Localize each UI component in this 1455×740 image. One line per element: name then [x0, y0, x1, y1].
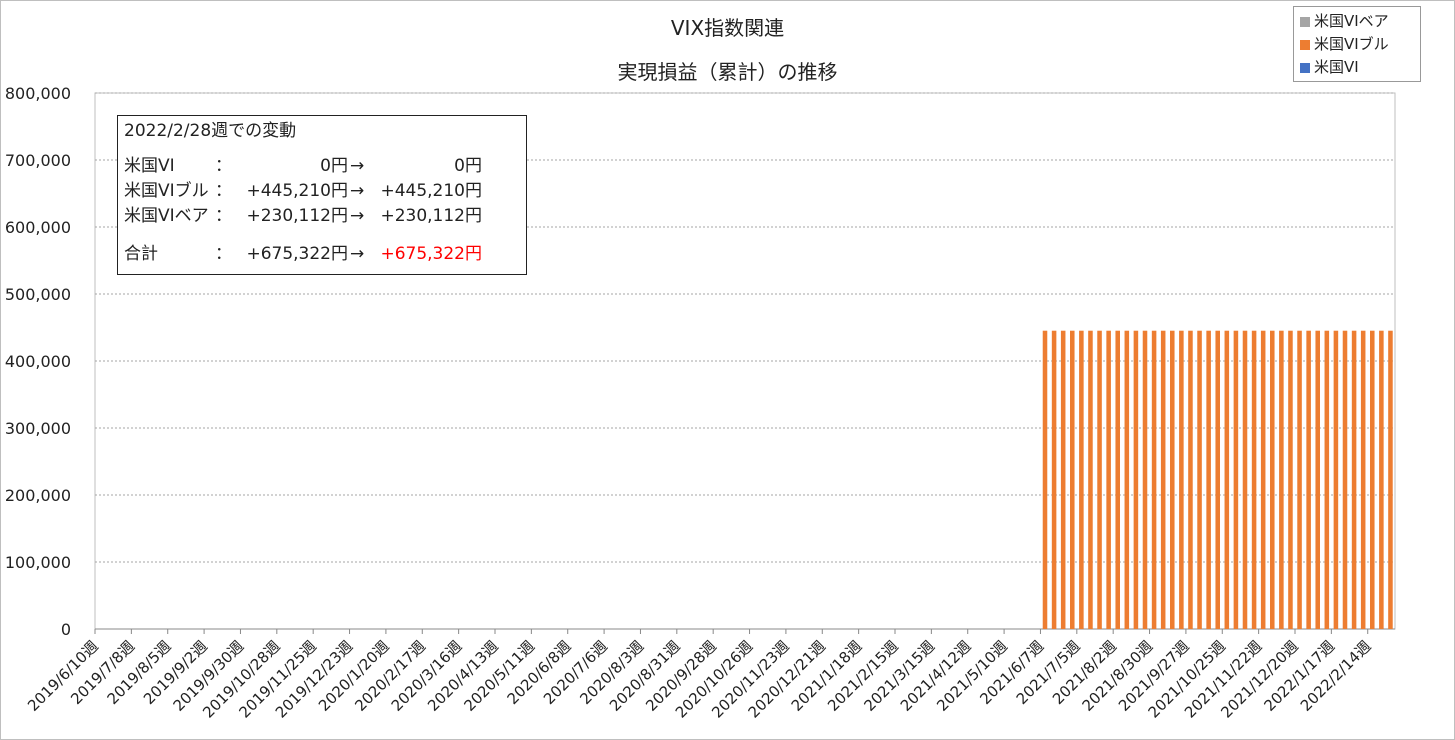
- change-row-colon: ：: [215, 206, 232, 226]
- change-row-arrow: →: [350, 206, 365, 226]
- y-tick-label: 300,000: [5, 419, 71, 438]
- chart-subtitle: 実現損益（累計）の推移: [617, 60, 838, 84]
- bar-segment: [1324, 330, 1330, 629]
- bar-segment: [1270, 330, 1275, 629]
- bar-segment: [1106, 330, 1111, 629]
- legend-swatch-bull: [1300, 39, 1310, 50]
- change-row-colon: ：: [215, 156, 232, 176]
- change-row-from: 0円: [320, 156, 348, 176]
- y-tick-label: 400,000: [5, 352, 71, 371]
- bar-segment: [1370, 330, 1375, 629]
- change-row-from: +230,112円: [246, 206, 348, 226]
- change-row-from: +445,210円: [246, 181, 348, 201]
- change-row-vi: 米国VI ： 0円 → 0円: [118, 154, 518, 178]
- y-tick-label: 0: [61, 620, 71, 639]
- bar-segment: [1224, 330, 1230, 629]
- legend-swatch-bear: [1300, 16, 1310, 27]
- change-summary-heading: 2022/2/28週での変動: [124, 121, 297, 141]
- change-row-to: +230,112円: [380, 206, 482, 226]
- legend-label-bear: 米国VIベア: [1314, 12, 1389, 30]
- bar-segment: [1297, 330, 1302, 629]
- bar-segment: [1097, 330, 1102, 629]
- y-tick-label: 600,000: [5, 218, 71, 237]
- legend-swatch-vi: [1300, 62, 1310, 73]
- bar-segment: [1188, 330, 1193, 629]
- bar-segment: [1388, 330, 1393, 629]
- bar-segment: [1170, 330, 1175, 629]
- bar-segment: [1351, 330, 1357, 629]
- legend-label-bull: 米国VIブル: [1314, 35, 1389, 53]
- bar-segment: [1179, 330, 1184, 629]
- y-tick-label: 200,000: [5, 486, 71, 505]
- change-row-bear: 米国VIベア ： +230,112円 → +230,112円: [118, 204, 518, 228]
- bar-segment: [1124, 330, 1130, 629]
- bar-segment: [1160, 330, 1166, 629]
- change-row-arrow: →: [350, 156, 365, 176]
- bar-segment: [1088, 330, 1093, 629]
- y-tick-label: 100,000: [5, 553, 71, 572]
- bar-segment: [1251, 330, 1257, 629]
- bar-segment: [1151, 330, 1157, 629]
- bar-segment: [1315, 330, 1320, 629]
- y-tick-label: 700,000: [5, 151, 71, 170]
- bar-segment: [1079, 330, 1084, 629]
- change-summary-box: 2022/2/28週での変動 米国VI ： 0円 → 0円 米国VIブル ： +…: [117, 115, 527, 275]
- bar-segment: [1206, 330, 1211, 629]
- bar-segment: [1242, 330, 1248, 629]
- bar-segment: [1306, 330, 1311, 629]
- legend: 米国VIベア 米国VIブル 米国VI: [1293, 6, 1421, 82]
- bar-segment: [1260, 330, 1266, 629]
- legend-label-vi: 米国VI: [1314, 58, 1359, 76]
- change-row-name: 米国VIベア: [124, 206, 209, 226]
- bar-segment: [1070, 330, 1075, 629]
- bar-segment: [1279, 330, 1284, 629]
- bar-segment: [1115, 330, 1120, 629]
- bar-segment: [1215, 330, 1220, 629]
- bar-segment: [1333, 330, 1339, 629]
- change-row-to: 0円: [454, 156, 482, 176]
- change-row-name: 米国VI: [124, 156, 175, 176]
- y-tick-label: 800,000: [5, 84, 71, 103]
- bar-segment: [1133, 330, 1139, 629]
- change-row-bull: 米国VIブル ： +445,210円 → +445,210円: [118, 179, 518, 203]
- bar-segment: [1342, 330, 1348, 629]
- change-row-colon: ：: [215, 181, 232, 201]
- change-row-name: 米国VIブル: [124, 181, 209, 201]
- change-row-arrow: →: [350, 244, 365, 264]
- y-tick-label: 500,000: [5, 285, 71, 304]
- bar-segment: [1197, 330, 1202, 629]
- chart-title: VIX指数関連: [670, 16, 785, 40]
- change-row-to: +675,322円: [380, 244, 482, 264]
- bar-segment: [1360, 330, 1366, 629]
- change-row-colon: ：: [215, 244, 232, 264]
- bar-segment: [1051, 330, 1057, 629]
- change-row-total: 合計 ： +675,322円 → +675,322円: [118, 242, 518, 266]
- legend-item-vi: 米国VI: [1300, 57, 1359, 77]
- bar-segment: [1042, 330, 1048, 629]
- bar-segment: [1288, 330, 1293, 629]
- bar-segment: [1233, 330, 1239, 629]
- change-row-name: 合計: [124, 244, 158, 264]
- change-row-from: +675,322円: [246, 244, 348, 264]
- legend-item-bull: 米国VIブル: [1300, 34, 1389, 54]
- change-row-arrow: →: [350, 181, 365, 201]
- legend-item-bear: 米国VIベア: [1300, 11, 1389, 31]
- change-row-to: +445,210円: [380, 181, 482, 201]
- bar-segment: [1060, 330, 1066, 629]
- bar-segment: [1142, 330, 1148, 629]
- bar-segment: [1379, 330, 1384, 629]
